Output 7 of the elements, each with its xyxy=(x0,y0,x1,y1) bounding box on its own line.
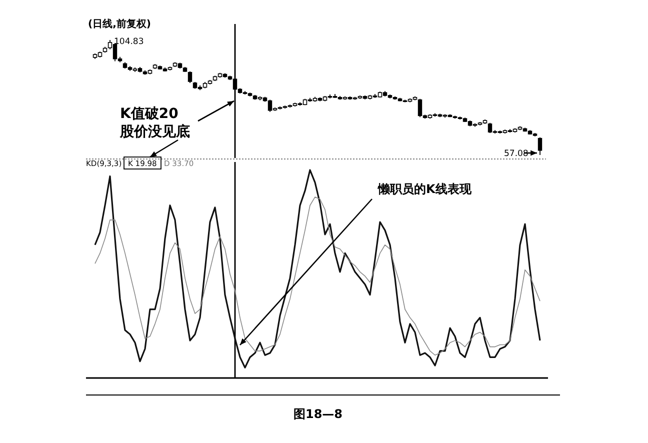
annotation: 104.83 xyxy=(114,37,144,47)
candlestick xyxy=(188,70,192,84)
caption: 图18—8 xyxy=(293,407,343,421)
chart-title: (日线,前复权) xyxy=(88,18,151,30)
annotation: 懒职员的K线表现 xyxy=(377,182,472,196)
annotation: K值破20 股价没见底 xyxy=(119,106,190,140)
candlestick xyxy=(538,136,542,156)
